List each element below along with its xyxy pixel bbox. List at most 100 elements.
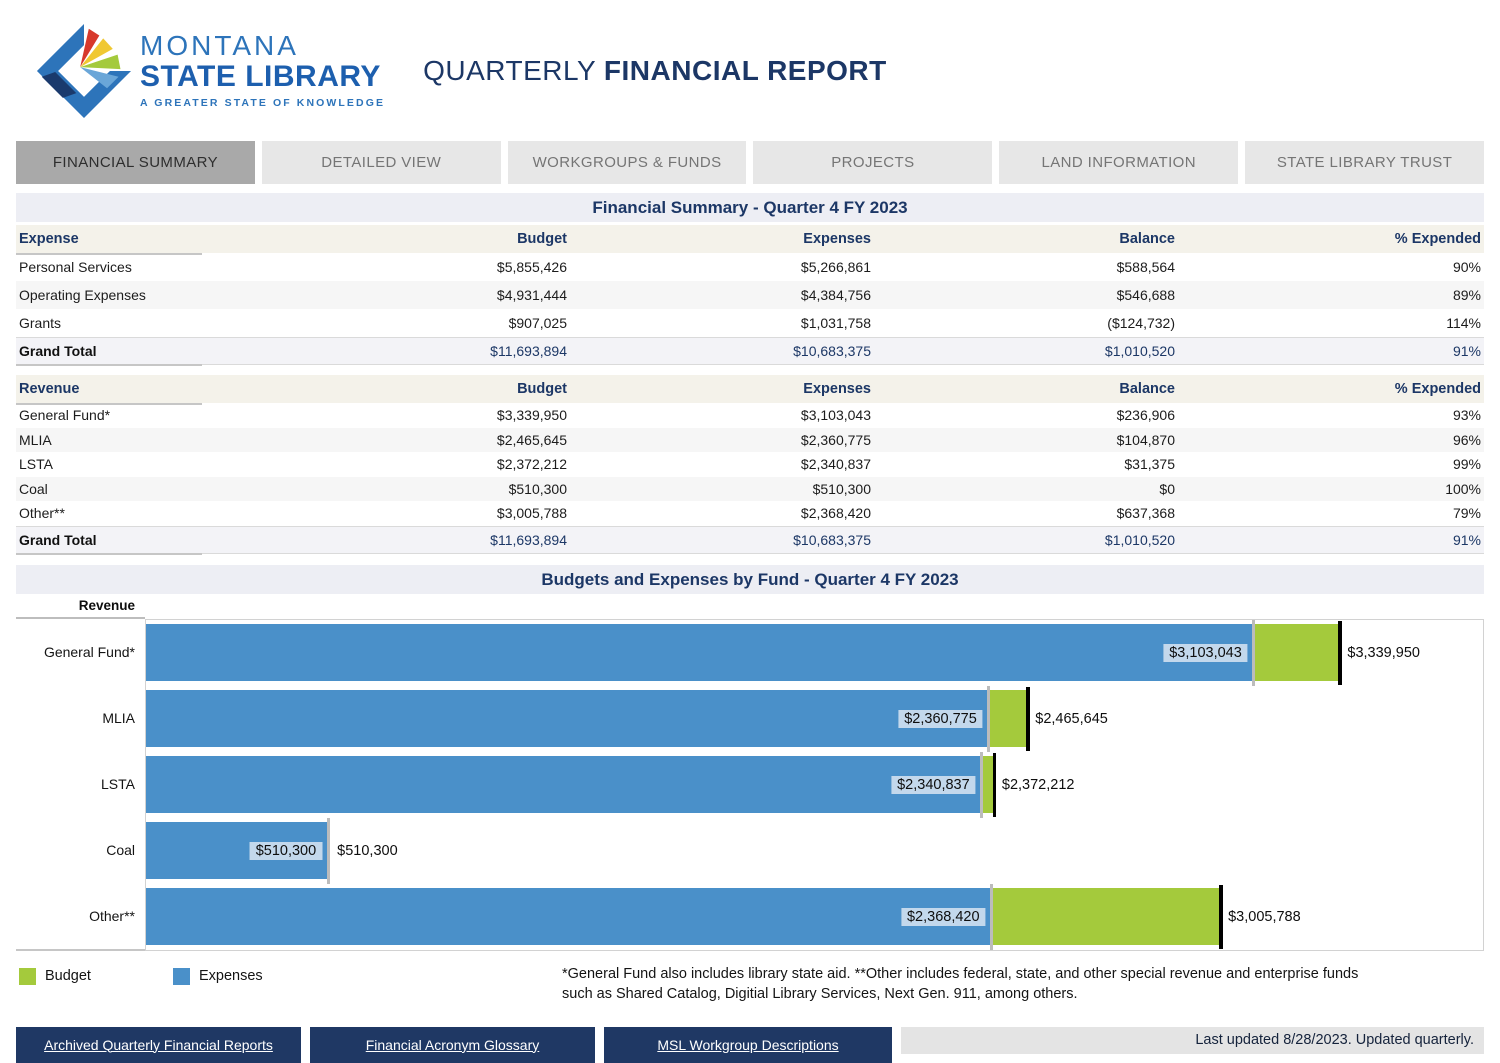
budget-swatch-icon [19, 967, 36, 985]
budget-value-label: $2,465,645 [1035, 710, 1108, 727]
table-cell: Expense [19, 231, 79, 247]
table-row: General Fund* $3,339,950 $3,103,043 $236,90… [16, 403, 1484, 428]
footer: Archived Quarterly Financial Reports Fin… [16, 1026, 1484, 1063]
table-cell: ($124,732) [1107, 315, 1175, 331]
legend-label: Expenses [198, 968, 263, 984]
chart-row-general-fund: $3,103,043 $3,339,950 [146, 619, 1483, 686]
table-header-row: Expense Budget Expenses Balance % Expended [16, 225, 1484, 255]
workgroup-descriptions-link[interactable]: MSL Workgroup Descriptions [604, 1026, 892, 1063]
expenses-reference-line [990, 883, 994, 950]
table-cell: 100% [1445, 480, 1481, 497]
table-cell: $2,360,775 [800, 431, 871, 448]
table-cell: $2,465,645 [496, 431, 567, 448]
expenses-bar[interactable] [146, 690, 989, 747]
table-cell: Operating Expenses [19, 287, 146, 303]
table-cell: Grand Total [19, 531, 97, 548]
expenses-reference-line [980, 751, 984, 818]
table-cell: Budget [517, 381, 567, 397]
table-cell: $2,372,212 [496, 456, 567, 472]
page-title: QUARTERLY FINANCIAL REPORT [423, 55, 887, 87]
table-row: Personal Services $5,855,426 $5,266,861 $58… [16, 253, 1484, 281]
table-total-row: Grand Total $11,693,894 $10,683,375 $1,010,… [16, 525, 1484, 555]
table-cell: $0 [1159, 480, 1175, 497]
chart-row-other: $2,368,420 $3,005,788 [146, 883, 1483, 950]
expenses-bar[interactable] [146, 888, 992, 945]
footnote-line2: such as Shared Catalog, Digitial Library… [562, 986, 1078, 1003]
archived-reports-link[interactable]: Archived Quarterly Financial Reports [16, 1026, 301, 1063]
logo-line1: MONTANA [140, 29, 299, 61]
acronym-glossary-link[interactable]: Financial Acronym Glossary [310, 1026, 595, 1063]
table-cell: Personal Services [19, 259, 132, 275]
logo-wordmark: MONTANA STATE LIBRARY A GREATER STATE OF… [140, 29, 386, 110]
table-cell: $10,683,375 [793, 531, 871, 548]
budget-bar[interactable] [988, 690, 1027, 747]
budget-marker-line [1219, 884, 1223, 949]
table-cell: $4,931,444 [496, 287, 567, 303]
expenses-value-label: $2,340,837 [891, 775, 976, 794]
tab-workgroups-funds[interactable]: WORKGROUPS & FUNDS [507, 141, 747, 184]
tab-projects[interactable]: PROJECTS [753, 141, 993, 184]
chart-category-label: Coal [106, 841, 135, 858]
montana-state-library-logo: MONTANA STATE LIBRARY A GREATER STATE OF… [36, 21, 386, 120]
expenses-reference-line [1252, 619, 1256, 686]
budget-bar[interactable] [1253, 624, 1339, 681]
legend-item-budget: Budget [19, 967, 91, 985]
chart-row-labels: General Fund* MLIA LSTA Coal Other** [16, 619, 145, 951]
table-cell: 91% [1452, 343, 1481, 359]
logo-tagline: A GREATER STATE OF KNOWLEDGE [140, 97, 386, 110]
table-cell: Expenses [803, 231, 871, 247]
footnote: *General Fund also includes library stat… [562, 964, 1358, 1005]
table-row: Operating Expenses $4,931,444 $4,384,756 $5… [16, 281, 1484, 309]
budget-marker-line [1338, 620, 1342, 685]
library-logo-icon [36, 21, 132, 118]
table-row: Other** $3,005,788 $2,368,420 $637,368 79% [16, 501, 1484, 526]
table-cell: $3,005,788 [496, 505, 567, 521]
table-cell: $637,368 [1116, 505, 1175, 521]
chart-category-label: Other** [89, 907, 135, 924]
table-cell: General Fund* [19, 407, 111, 423]
budget-bar[interactable] [991, 888, 1220, 945]
table-cell: Grants [19, 315, 62, 331]
chart-legend: Budget Expenses [19, 967, 263, 985]
table-cell: $907,025 [508, 315, 567, 331]
legend-label: Budget [45, 968, 91, 984]
table-cell: $2,340,837 [800, 456, 871, 472]
table-cell: Balance [1119, 381, 1175, 397]
budget-bar[interactable] [981, 756, 993, 813]
tab-financial-summary[interactable]: FINANCIAL SUMMARY [16, 141, 255, 184]
table-cell: $2,368,420 [800, 505, 871, 521]
table-cell: $546,688 [1116, 287, 1175, 303]
budget-value-label: $2,372,212 [1001, 776, 1075, 793]
expenses-bar[interactable] [146, 624, 1254, 681]
table-cell: $11,693,894 [490, 343, 567, 359]
financial-summary-title: Financial Summary - Quarter 4 FY 2023 [16, 193, 1484, 222]
tab-detailed-view[interactable]: DETAILED VIEW [261, 141, 501, 184]
table-cell: $10,683,375 [793, 343, 871, 359]
expenses-value-label: $510,300 [249, 841, 323, 860]
table-cell: Revenue [19, 381, 80, 397]
table-cell: $5,855,426 [496, 259, 567, 275]
table-cell: $510,300 [508, 480, 567, 497]
chart-section-title: Budgets and Expenses by Fund - Quarter 4… [16, 564, 1484, 594]
last-updated-text: Last updated 8/28/2023. Updated quarterl… [901, 1026, 1484, 1054]
table-cell: $104,870 [1116, 431, 1175, 448]
expenses-swatch-icon [172, 967, 190, 985]
table-cell: $3,339,950 [496, 407, 567, 423]
table-cell: 96% [1452, 431, 1481, 448]
legend-item-expenses: Expenses [172, 967, 263, 985]
budget-value-label: $3,339,950 [1347, 644, 1420, 661]
expenses-value-label: $2,360,775 [898, 709, 983, 728]
chart-category-label: General Fund* [43, 643, 135, 660]
table-cell: $588,564 [1116, 259, 1175, 275]
expenses-reference-line [326, 817, 330, 884]
table-cell: $31,375 [1124, 456, 1175, 472]
page-header: MONTANA STATE LIBRARY A GREATER STATE OF… [0, 0, 1500, 141]
table-cell: Coal [19, 480, 48, 497]
table-cell: 79% [1452, 505, 1481, 521]
table-cell: Balance [1119, 231, 1175, 247]
expenses-bar[interactable] [146, 756, 982, 813]
expenses-value-label: $2,368,420 [900, 907, 986, 926]
tab-land-information[interactable]: LAND INFORMATION [999, 141, 1239, 184]
tab-state-library-trust[interactable]: STATE LIBRARY TRUST [1245, 141, 1484, 184]
page-title-regular: QUARTERLY [423, 54, 604, 86]
